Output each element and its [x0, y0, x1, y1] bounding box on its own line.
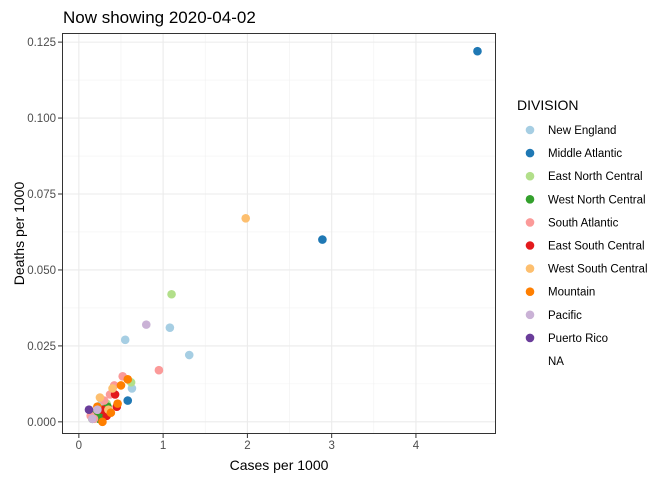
legend-items: New England Middle Atlantic East North Cen…	[525, 125, 648, 368]
legend-label: New England	[548, 125, 616, 137]
data-point	[93, 405, 102, 414]
x-tick-label: 2	[244, 440, 250, 452]
legend-key	[525, 264, 535, 273]
x-axis-title: Cases per 1000	[230, 457, 329, 473]
data-point	[116, 381, 126, 390]
minor-gridlines	[62, 33, 496, 434]
x-tick-label: 1	[160, 440, 166, 452]
legend-title: DIVISION	[517, 97, 578, 113]
x-axis: 0 1 2 3 4	[76, 434, 420, 452]
y-tick-label: 0.075	[27, 189, 56, 201]
panel-border	[62, 33, 496, 434]
legend-key	[525, 241, 535, 250]
legend-key	[525, 125, 535, 135]
y-tick-label: 0.050	[27, 265, 56, 277]
data-point	[167, 289, 176, 299]
legend-label: East North Central	[548, 171, 643, 183]
legend-label: Mountain	[548, 287, 595, 299]
data-point	[154, 365, 164, 375]
legend-label: South Atlantic	[548, 217, 619, 229]
data-point	[98, 417, 107, 427]
legend-label: Middle Atlantic	[548, 148, 622, 160]
data-point	[113, 399, 122, 408]
legend-key	[525, 333, 535, 343]
data-point	[318, 235, 327, 244]
data-point	[141, 320, 151, 329]
data-point	[123, 396, 133, 405]
legend: DIVISION New England Middle Atlantic East …	[517, 97, 648, 368]
legend-key	[525, 148, 535, 158]
legend-label: Puerto Rico	[548, 333, 608, 345]
plot-panel	[62, 33, 496, 434]
data-point	[95, 393, 105, 402]
data-point	[108, 384, 117, 393]
x-tick-label: 3	[328, 440, 334, 452]
data-points	[84, 46, 482, 427]
data-point	[184, 350, 194, 360]
legend-key	[525, 195, 535, 204]
data-point	[473, 46, 482, 56]
legend-key	[525, 218, 535, 227]
data-point	[165, 323, 175, 332]
data-point	[88, 414, 97, 424]
legend-label: Pacific	[548, 310, 582, 322]
x-tick-label: 0	[76, 440, 82, 452]
y-axis-title: Deaths per 1000	[11, 182, 27, 286]
major-gridlines	[62, 33, 496, 434]
chart-title: Now showing 2020-04-02	[63, 8, 256, 27]
legend-key	[525, 171, 535, 181]
y-tick-label: 0.125	[27, 37, 56, 49]
panel-background	[62, 33, 496, 434]
legend-label: NA	[548, 356, 564, 368]
y-tick-label: 0.100	[27, 113, 56, 125]
data-point	[120, 335, 130, 345]
x-tick-label: 4	[413, 440, 420, 452]
y-tick-label: 0.000	[27, 417, 56, 429]
data-point	[123, 375, 133, 384]
data-point	[241, 214, 251, 223]
data-point	[84, 405, 94, 414]
y-tick-label: 0.025	[27, 341, 56, 353]
y-axis: 0.000 0.025 0.050 0.075 0.100 0.125	[27, 37, 62, 429]
legend-label: East South Central	[548, 241, 645, 253]
legend-label: West North Central	[548, 194, 646, 206]
legend-label: West South Central	[548, 264, 648, 276]
data-point	[106, 408, 116, 418]
legend-key	[525, 287, 535, 297]
legend-key	[525, 310, 535, 320]
